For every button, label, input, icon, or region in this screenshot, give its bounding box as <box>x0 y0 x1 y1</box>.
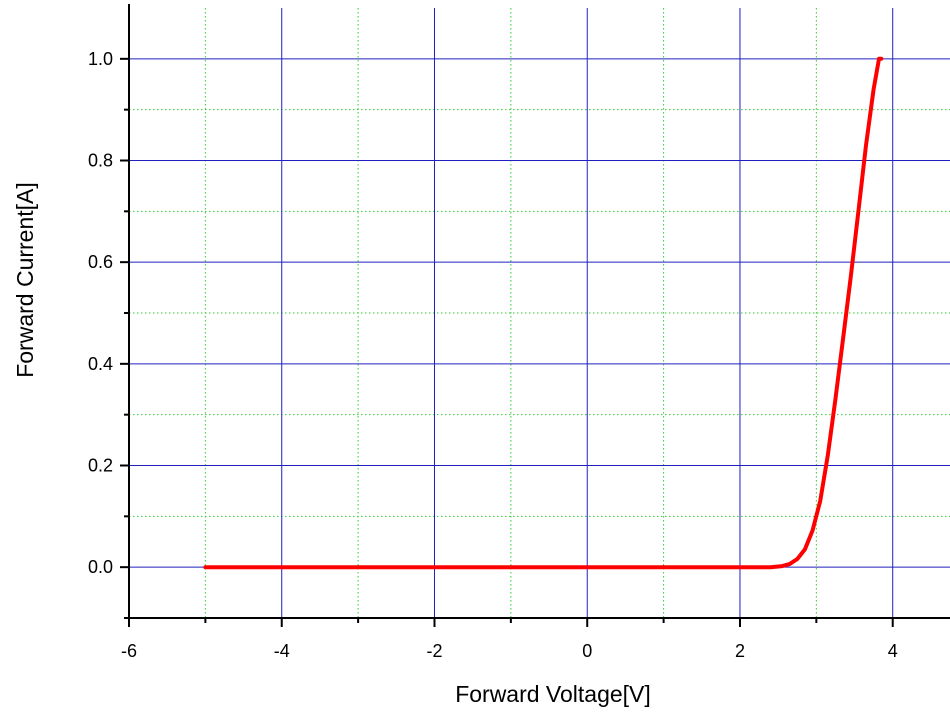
x-tick-label: 4 <box>888 641 898 661</box>
y-tick-label: 0.2 <box>88 456 113 476</box>
x-tick-label: -2 <box>426 641 442 661</box>
series-layer <box>203 56 884 570</box>
x-tick-label: 0 <box>582 641 592 661</box>
minor-grid <box>129 8 950 618</box>
y-tick-label: 1.0 <box>88 49 113 69</box>
ticks <box>120 57 894 627</box>
series-line <box>203 56 884 570</box>
axes <box>128 4 950 619</box>
x-axis-title: Forward Voltage[V] <box>455 681 651 707</box>
y-axis-title: Forward Current[A] <box>12 182 38 378</box>
y-tick-label: 0.8 <box>88 151 113 171</box>
tick-labels: -6 -4 -2 0 2 4 0.0 0.2 0.4 0.6 0.8 1.0 <box>88 49 898 661</box>
x-tick-label: 2 <box>735 641 745 661</box>
major-grid <box>129 8 950 618</box>
y-tick-label: 0.4 <box>88 354 113 374</box>
y-tick-label: 0.6 <box>88 252 113 272</box>
x-tick-label: -6 <box>121 641 137 661</box>
x-tick-label: -4 <box>274 641 290 661</box>
y-tick-label: 0.0 <box>88 557 113 577</box>
